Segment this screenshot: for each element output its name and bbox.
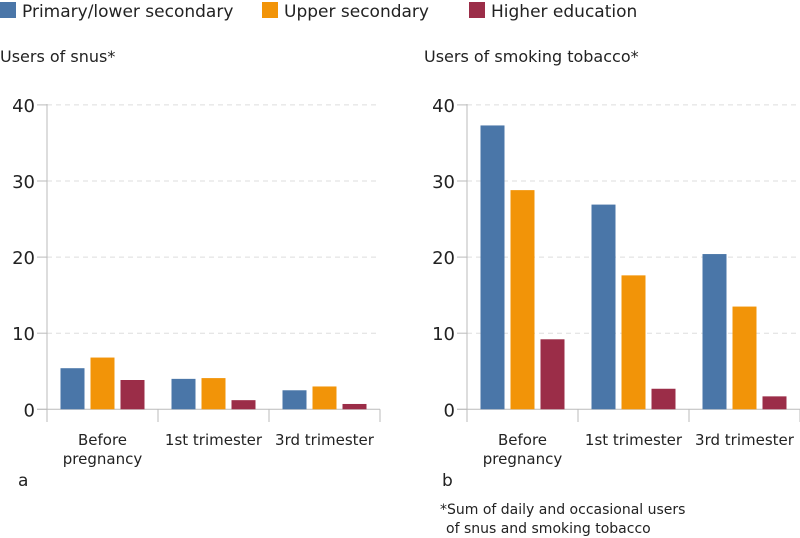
x-tick-label: 3rd trimester: [695, 431, 795, 449]
legend-label: Primary/lower secondary: [22, 2, 233, 22]
bar-upper-secondary: [90, 357, 115, 410]
x-tick-label: 1st trimester: [165, 431, 263, 449]
bar-upper-secondary: [510, 190, 535, 410]
legend-item: Primary/lower secondary: [0, 2, 233, 22]
y-tick-label: 40: [432, 96, 455, 117]
bar-higher-education: [651, 388, 676, 410]
x-tick-label: 1st trimester: [585, 431, 683, 449]
y-tick-label: 20: [12, 248, 35, 269]
legend-label: Higher education: [491, 2, 637, 22]
legend-swatch: [0, 2, 16, 18]
chart-title: Users of smoking tobacco*: [424, 47, 639, 66]
legend-swatch: [469, 2, 485, 18]
bar-primary-lower-secondary: [171, 378, 196, 410]
y-tick-label: 10: [12, 324, 35, 345]
y-tick-label: 20: [432, 248, 455, 269]
y-tick-label: 30: [12, 172, 35, 193]
panel-label: a: [18, 471, 28, 491]
bar-primary-lower-secondary: [60, 368, 85, 410]
x-tick-label: pregnancy: [483, 450, 563, 468]
panel-label: b: [442, 471, 453, 491]
bar-upper-secondary: [621, 275, 646, 410]
legend-swatch: [262, 2, 278, 18]
footnote: *Sum of daily and occasional users: [440, 502, 685, 518]
x-tick-label: pregnancy: [63, 450, 143, 468]
bar-higher-education: [342, 403, 367, 410]
bar-higher-education: [762, 396, 787, 410]
bar-primary-lower-secondary: [480, 125, 505, 410]
x-tick-label: 3rd trimester: [275, 431, 375, 449]
legend-label: Upper secondary: [284, 2, 429, 22]
x-tick-label: Before: [498, 431, 547, 449]
bar-primary-lower-secondary: [282, 390, 307, 410]
bar-upper-secondary: [732, 306, 757, 410]
y-tick-label: 40: [12, 96, 35, 117]
x-tick-label: Before: [78, 431, 127, 449]
chart-title: Users of snus*: [0, 47, 115, 66]
y-tick-label: 0: [444, 400, 455, 421]
y-tick-label: 0: [24, 400, 35, 421]
bar-higher-education: [540, 339, 565, 410]
y-tick-label: 10: [432, 324, 455, 345]
chart-panel-b: Users of smoking tobacco* 0 10 20 30 40 Before…: [424, 47, 800, 491]
bar-upper-secondary: [312, 386, 337, 410]
bar-primary-lower-secondary: [591, 204, 616, 410]
legend-item: Higher education: [469, 2, 637, 22]
bar-higher-education: [231, 400, 256, 410]
bar-primary-lower-secondary: [702, 254, 727, 410]
y-tick-label: 30: [432, 172, 455, 193]
legend-item: Upper secondary: [262, 2, 429, 22]
bar-higher-education: [120, 380, 145, 410]
bar-upper-secondary: [201, 378, 226, 410]
footnote: of snus and smoking tobacco: [446, 521, 651, 537]
